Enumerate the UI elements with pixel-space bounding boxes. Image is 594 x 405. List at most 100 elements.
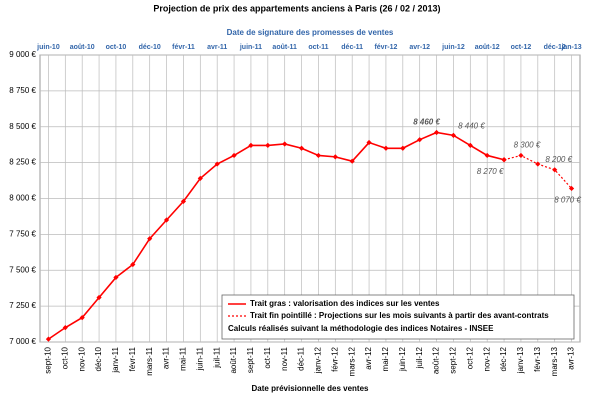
x-tick-label: mars-12	[347, 346, 356, 376]
top-tick-label: oct-12	[511, 44, 532, 51]
top-tick-label: août-12	[475, 44, 500, 51]
top-tick-label: juin-11	[239, 44, 262, 51]
x-tick-label: mars-11	[145, 346, 154, 375]
x-tick-label: mai-11	[179, 346, 188, 370]
marker	[96, 294, 102, 301]
marker	[552, 167, 558, 173]
x-axis-title: Date prévisionnelle des ventes	[252, 384, 369, 393]
top-tick-label: avr-12	[409, 44, 430, 51]
x-tick-label: nov-10	[77, 346, 86, 371]
y-tick-label: 7 500 €	[9, 265, 36, 274]
value-label: 8 300 €	[514, 141, 541, 150]
x-tick-label: juin-11	[195, 346, 204, 371]
x-tick-label: janv-11	[111, 346, 120, 373]
legend-label: Trait fin pointillé : Projections sur le…	[250, 311, 549, 320]
x-tick-label: oct-12	[465, 346, 474, 369]
marker	[417, 137, 423, 143]
x-tick-label: juil-12	[415, 346, 424, 369]
marker	[484, 152, 490, 159]
legend-box	[221, 294, 575, 340]
y-tick-label: 8 750 €	[9, 86, 36, 95]
marker	[214, 161, 220, 167]
top-tick-label: août-10	[70, 44, 95, 51]
marker	[265, 142, 271, 149]
y-tick-label: 8 500 €	[9, 122, 36, 131]
top-axis-title: Date de signature des promesses de vente…	[227, 28, 394, 37]
marker	[315, 152, 322, 159]
x-tick-label: oct-10	[60, 346, 69, 369]
marker	[163, 217, 170, 223]
top-tick-label: oct-11	[308, 44, 328, 51]
x-tick-label: déc-11	[297, 346, 306, 370]
x-tick-label: nov-11	[280, 346, 289, 370]
x-tick-label: janv-13	[516, 346, 525, 374]
marker	[450, 132, 457, 138]
y-tick-label: 7 750 €	[9, 229, 36, 238]
marker	[332, 154, 338, 160]
legend-label: Trait gras : valorisation des indices su…	[250, 299, 440, 308]
x-tick-label: févr-12	[330, 346, 339, 371]
marker	[467, 142, 473, 149]
series-line	[47, 131, 505, 340]
marker	[400, 145, 406, 151]
x-tick-label: févr-13	[533, 346, 542, 371]
top-tick-label: déc-10	[139, 44, 161, 51]
marker	[433, 129, 440, 136]
x-tick-label: janv-12	[314, 346, 323, 374]
marker	[130, 261, 136, 268]
x-tick-label: sept-10	[44, 346, 53, 373]
marker	[518, 152, 524, 159]
top-tick-label: juin-10	[36, 44, 60, 51]
top-tick-label: jan-13	[560, 44, 581, 51]
top-tick-label: août-11	[272, 44, 297, 51]
x-tick-label: avr-12	[364, 346, 373, 369]
x-tick-label: août-11	[229, 346, 238, 373]
x-tick-label: déc-12	[499, 346, 508, 371]
value-label: 8 270 €	[477, 167, 504, 176]
y-tick-label: 8 250 €	[9, 158, 36, 167]
marker	[501, 157, 507, 163]
marker	[147, 236, 153, 242]
y-tick-label: 8 000 €	[9, 194, 36, 203]
marker	[366, 139, 372, 146]
x-tick-label: déc-10	[94, 346, 103, 371]
marker	[535, 161, 541, 167]
x-tick-label: oct-11	[263, 346, 272, 368]
y-tick-label: 7 250 €	[9, 301, 36, 310]
marker	[568, 185, 575, 192]
legend-note: Calculs réalisés suivant la méthodologie…	[228, 324, 494, 333]
marker	[113, 274, 119, 281]
top-tick-label: déc-11	[341, 44, 363, 51]
marker	[298, 145, 305, 151]
x-tick-label: sept-12	[449, 346, 458, 373]
value-label: 8 440 €	[458, 121, 485, 130]
marker	[248, 142, 254, 149]
x-tick-label: nov-12	[482, 346, 491, 371]
marker	[62, 325, 68, 331]
value-label: 8 460 €	[413, 118, 440, 127]
marker	[79, 315, 85, 321]
x-tick-label: févr-11	[128, 346, 137, 371]
top-tick-label: févr-11	[172, 44, 195, 51]
marker	[45, 336, 52, 342]
x-tick-label: sept-11	[246, 346, 255, 373]
marker	[383, 145, 389, 151]
top-tick-label: avr-11	[207, 44, 227, 51]
marker	[231, 152, 237, 159]
top-tick-label: févr-12	[374, 44, 397, 51]
y-tick-label: 7 000 €	[9, 337, 36, 346]
chart-title: Projection de prix des appartements anci…	[153, 3, 440, 13]
x-tick-label: juil-11	[212, 346, 221, 368]
marker	[349, 158, 355, 164]
marker	[197, 175, 203, 182]
y-tick-label: 9 000 €	[9, 50, 36, 59]
x-tick-label: avr-13	[567, 346, 576, 369]
x-tick-label: mai-12	[381, 346, 390, 371]
marker	[180, 198, 187, 204]
x-tick-label: juin-12	[398, 346, 407, 372]
top-tick-label: déc-12	[544, 44, 566, 51]
x-tick-label: mars-13	[550, 346, 559, 376]
top-tick-label: oct-10	[106, 44, 127, 51]
x-tick-label: avr-11	[162, 346, 171, 369]
